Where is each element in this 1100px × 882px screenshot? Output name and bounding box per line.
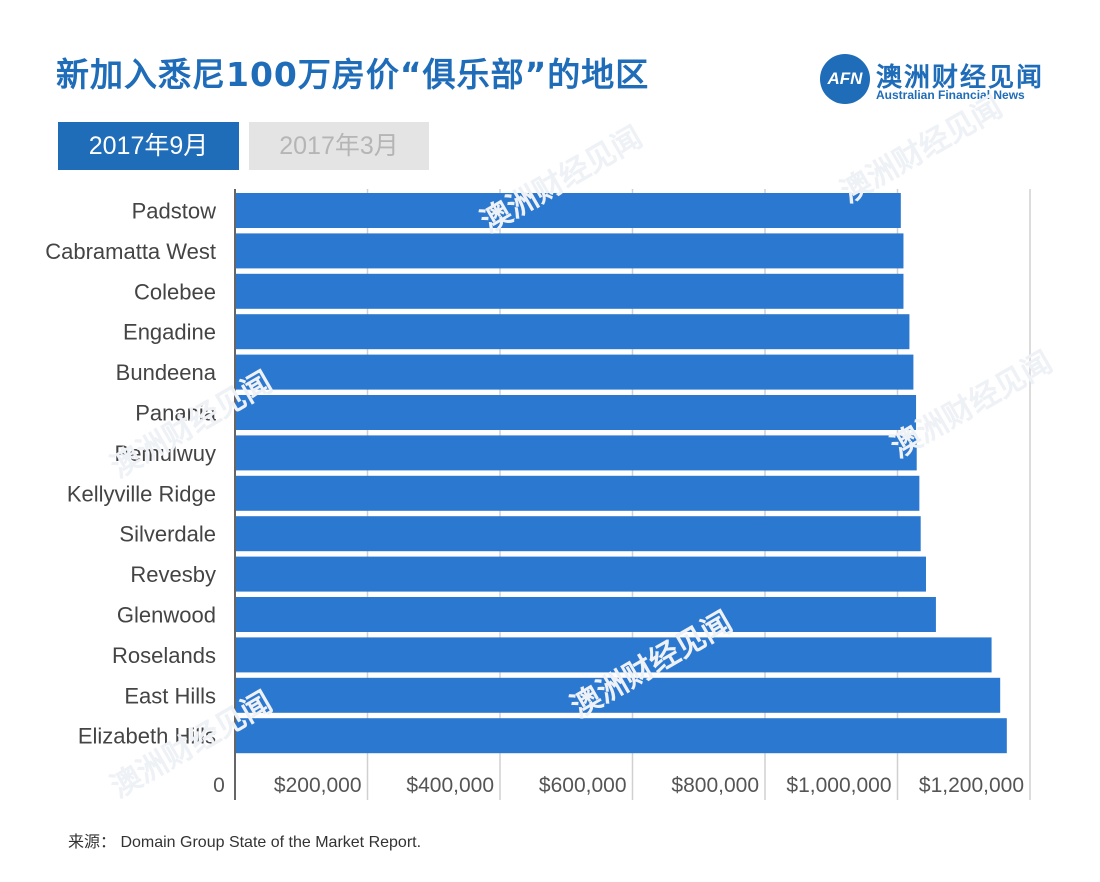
chart-title: 新加入悉尼100万房价“俱乐部”的地区 [56,55,650,94]
x-tick-label: $1,200,000 [919,774,1024,797]
category-label: Colebee [134,279,216,304]
x-tick-label: $200,000 [274,774,362,797]
bar-engadine [235,314,910,350]
brand-name-cn: 澳洲财经见闻 [876,63,1045,93]
category-label: Padstow [132,199,216,224]
tab-2017-mar[interactable]: 2017年3月 [249,122,429,170]
bar-kellyville-ridge [235,475,920,511]
source-note: 来源： Domain Group State of the Market Rep… [68,834,422,851]
category-label: Roselands [112,643,216,668]
bar-bundeena [235,354,914,390]
category-label: Cabramatta West [45,239,216,264]
bar-silverdale [235,516,921,552]
category-label: East Hills [124,683,216,708]
x-tick-label: 0 [213,774,225,797]
x-tick-label: $400,000 [406,774,494,797]
bar-cabramatta-west [235,233,904,269]
bar-glenwood [235,597,936,632]
category-label: Silverdale [119,522,216,547]
x-tick-label: $800,000 [671,774,759,797]
bar-panania [235,395,917,430]
bar-pemulwuy [235,435,917,471]
category-label: Panania [135,401,217,426]
x-tick-label: $600,000 [539,774,627,797]
tab-2017-sep[interactable]: 2017年9月 [58,122,239,170]
category-label: Elizabeth Hills [78,724,216,749]
bar-colebee [235,273,904,309]
bar-elizabeth-hills [235,718,1007,754]
category-label: Glenwood [117,603,216,628]
category-label: Revesby [130,562,216,587]
bar-padstow [235,193,901,228]
category-label: Kellyville Ridge [67,481,216,506]
brand-name-en: Australian Financial News [876,88,1025,102]
category-label: Pemulwuy [115,441,216,466]
category-label: Engadine [123,320,216,345]
bar-roselands [235,637,992,673]
category-label: Bundeena [116,360,217,385]
bar-revesby [235,556,926,592]
x-tick-label: $1,000,000 [786,774,891,797]
bar-east-hills [235,677,1001,713]
afn-logo-icon: AFN [820,54,870,104]
brand-logo: AFN 澳洲财经见闻 Australian Financial News [820,54,1060,110]
